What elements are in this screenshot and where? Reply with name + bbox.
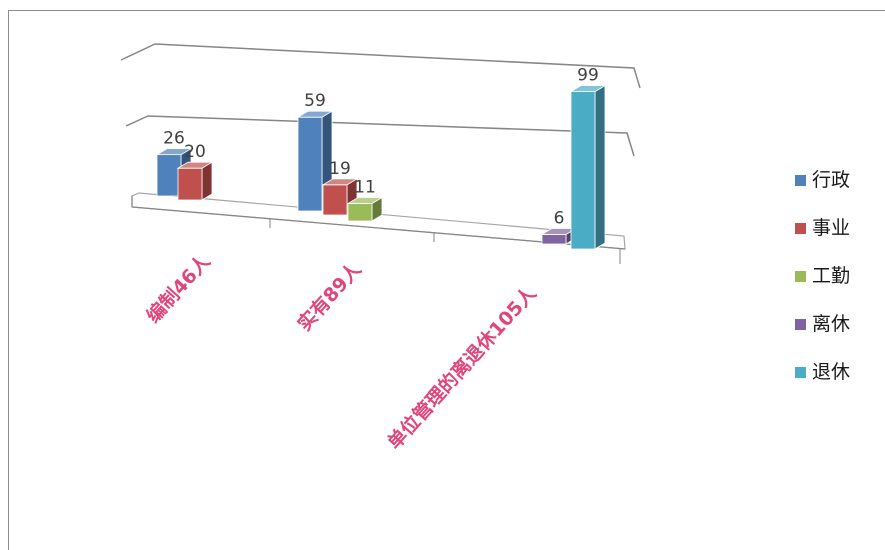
- gridline-top: [120, 43, 641, 89]
- legend-swatch: [795, 175, 806, 186]
- data-label: 11: [354, 178, 376, 198]
- legend-label: 离休: [812, 313, 850, 335]
- category-label-1: 实有89人: [293, 257, 367, 335]
- gridlines: [120, 43, 641, 157]
- bars: [155, 84, 607, 250]
- data-label: 26: [163, 129, 185, 149]
- legend-label: 事业: [812, 217, 850, 239]
- category-label-2: 单位管理的离退休105人: [383, 281, 542, 454]
- data-label: 6: [554, 208, 565, 228]
- legend-item-0: 行政: [795, 169, 850, 191]
- legend-swatch: [795, 223, 806, 234]
- legend-label: 退休: [812, 361, 850, 383]
- bar-事业-0: [176, 161, 214, 201]
- gridline-middle: [125, 115, 635, 157]
- data-label: 99: [577, 66, 599, 86]
- legend-swatch: [795, 271, 806, 282]
- legend-swatch: [795, 319, 806, 330]
- data-label: 59: [304, 91, 326, 111]
- legend-item-4: 退休: [795, 361, 850, 383]
- data-label: 19: [329, 159, 351, 179]
- legend-item-3: 离休: [795, 313, 850, 335]
- legend-item-1: 事业: [795, 217, 850, 239]
- category-label-0: 编制46人: [142, 249, 216, 327]
- legend-item-2: 工勤: [795, 265, 850, 287]
- data-label: 20: [184, 142, 206, 162]
- legend-label: 行政: [812, 169, 850, 191]
- chart-frame: [8, 10, 885, 550]
- legend-label: 工勤: [812, 265, 850, 287]
- legend-swatch: [795, 367, 806, 378]
- category-labels: 编制46人 实有89人 单位管理的离退休105人: [142, 249, 542, 454]
- bar-退休-2: [569, 84, 607, 250]
- bar-工勤-1: [346, 196, 384, 222]
